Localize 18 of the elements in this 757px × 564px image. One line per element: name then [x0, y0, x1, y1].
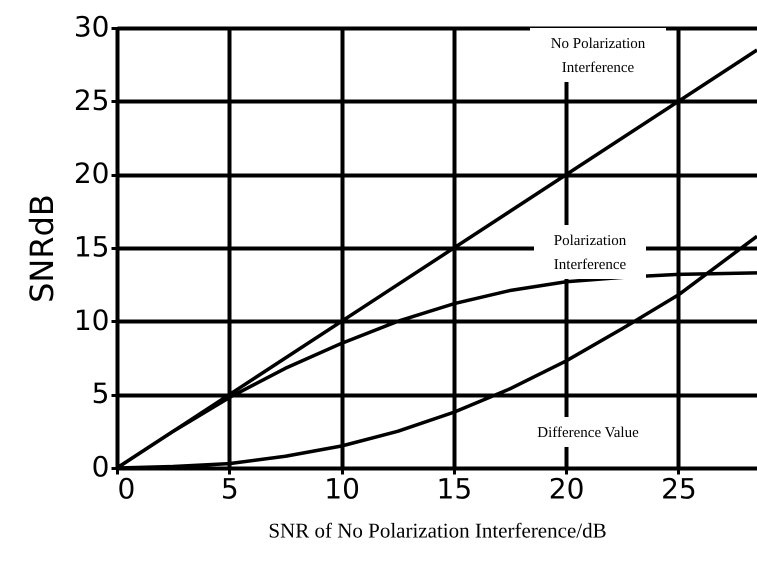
y-tick-label: 15 — [74, 230, 110, 264]
x-tick-label: 15 — [436, 472, 472, 506]
y-tick-label: 10 — [74, 304, 110, 337]
annotation: Polarization Interference — [554, 233, 627, 273]
x-tick-label: 20 — [548, 472, 584, 506]
annotation: Difference Value — [537, 425, 640, 441]
annotation: No Polarization Interference — [550, 36, 646, 76]
x-tick-label: 25 — [661, 472, 697, 506]
x-tick-label: 10 — [324, 472, 360, 506]
y-tick-label: 5 — [92, 377, 110, 410]
y-tick-label: 30 — [74, 10, 110, 44]
x-tick-label: 0 — [118, 472, 136, 506]
y-tick-label: 20 — [74, 157, 110, 190]
x-axis-title: SNR of No Polarization Interference/dB — [268, 518, 607, 542]
y-tick-label: 0 — [92, 450, 110, 484]
y-axis-title: SNRdB — [22, 194, 61, 303]
y-tick-label: 25 — [74, 84, 110, 117]
x-tick-label: 5 — [220, 472, 239, 506]
